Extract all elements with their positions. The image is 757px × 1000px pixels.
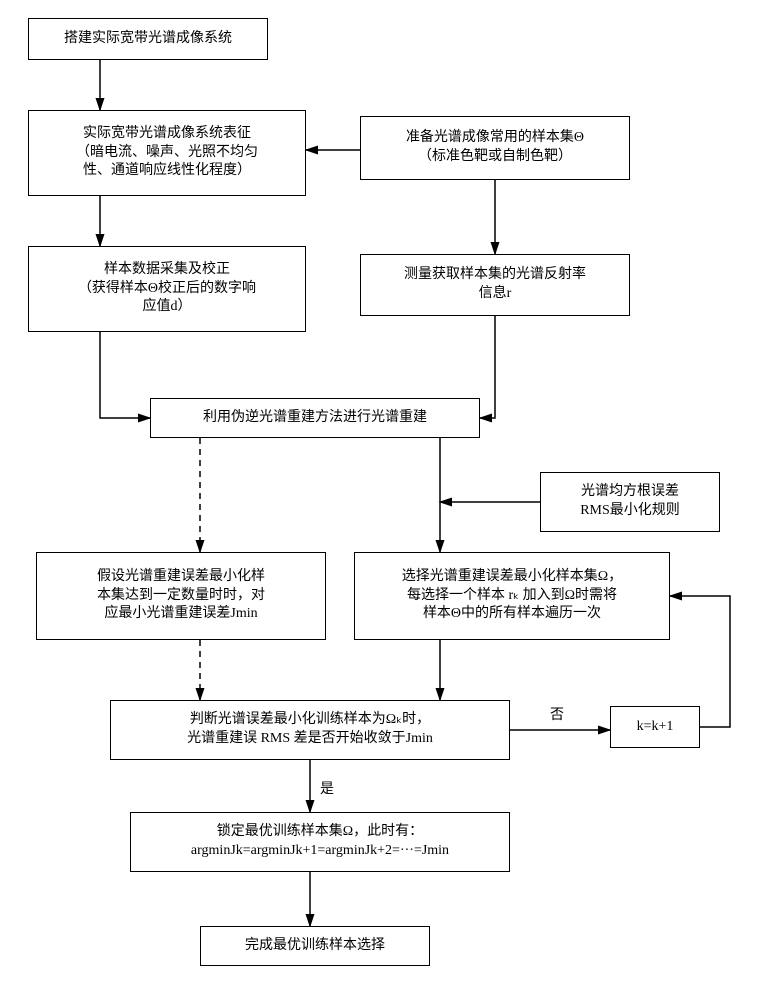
node-text: 光谱均方根误差RMS最小化规则 <box>580 483 680 521</box>
node-text: 锁定最优训练样本集Ω，此时有：argminJk=argminJk+1=argmi… <box>191 823 449 861</box>
flow-node-n12: 锁定最优训练样本集Ω，此时有：argminJk=argminJk+1=argmi… <box>130 812 510 872</box>
flow-node-n1: 搭建实际宽带光谱成像系统 <box>28 18 268 60</box>
flow-node-n9: 选择光谱重建误差最小化样本集Ω，每选择一个样本 rₖ 加入到Ω时需将样本Θ中的所… <box>354 552 670 640</box>
node-text: 判断光谱误差最小化训练样本为Ωₖ时，光谱重建误 RMS 差是否开始收敛于Jmin <box>187 711 433 749</box>
edge-label: 否 <box>550 704 564 724</box>
flow-node-n10: 判断光谱误差最小化训练样本为Ωₖ时，光谱重建误 RMS 差是否开始收敛于Jmin <box>110 700 510 760</box>
node-text: 假设光谱重建误差最小化样本集达到一定数量时时，对应最小光谱重建误差Jmin <box>97 568 265 625</box>
flow-node-n11: k=k+1 <box>610 706 700 748</box>
node-text: 搭建实际宽带光谱成像系统 <box>64 30 232 49</box>
flow-node-n4: 样本数据采集及校正（获得样本Θ校正后的数字响应值d） <box>28 246 306 332</box>
flow-node-n5: 测量获取样本集的光谱反射率信息r <box>360 254 630 316</box>
node-text: 实际宽带光谱成像系统表征（暗电流、噪声、光照不均匀性、通道响应线性化程度） <box>76 125 258 182</box>
node-text: 准备光谱成像常用的样本集Θ（标准色靶或自制色靶） <box>406 129 584 167</box>
flow-node-n2: 实际宽带光谱成像系统表征（暗电流、噪声、光照不均匀性、通道响应线性化程度） <box>28 110 306 196</box>
flow-node-n7: 光谱均方根误差RMS最小化规则 <box>540 472 720 532</box>
edge-n4-n6 <box>100 332 150 418</box>
edge-n5-n6 <box>480 316 495 418</box>
flow-node-n13: 完成最优训练样本选择 <box>200 926 430 966</box>
node-text: k=k+1 <box>637 718 674 737</box>
node-text: 测量获取样本集的光谱反射率信息r <box>404 266 586 304</box>
flow-node-n8: 假设光谱重建误差最小化样本集达到一定数量时时，对应最小光谱重建误差Jmin <box>36 552 326 640</box>
flowchart-canvas: 搭建实际宽带光谱成像系统实际宽带光谱成像系统表征（暗电流、噪声、光照不均匀性、通… <box>0 0 757 1000</box>
flow-node-n6: 利用伪逆光谱重建方法进行光谱重建 <box>150 398 480 438</box>
edge-label: 是 <box>320 778 334 798</box>
node-text: 利用伪逆光谱重建方法进行光谱重建 <box>203 409 427 428</box>
node-text: 选择光谱重建误差最小化样本集Ω，每选择一个样本 rₖ 加入到Ω时需将样本Θ中的所… <box>402 568 622 625</box>
node-text: 完成最优训练样本选择 <box>245 937 385 956</box>
flow-node-n3: 准备光谱成像常用的样本集Θ（标准色靶或自制色靶） <box>360 116 630 180</box>
node-text: 样本数据采集及校正（获得样本Θ校正后的数字响应值d） <box>78 261 256 318</box>
